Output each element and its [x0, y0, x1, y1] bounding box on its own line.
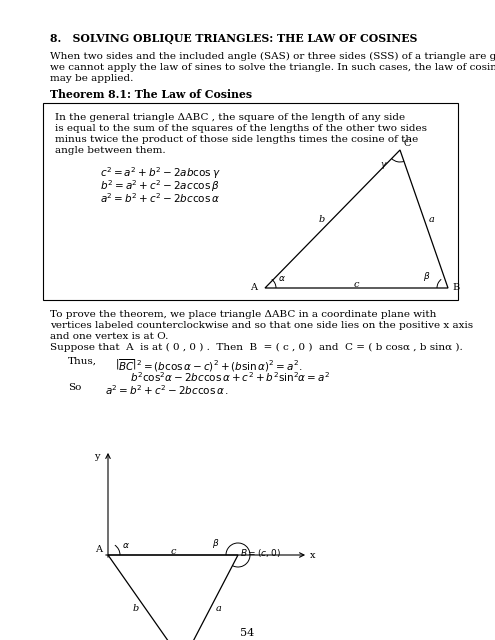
Text: When two sides and the included angle (SAS) or three sides (SSS) of a triangle a: When two sides and the included angle (S…: [50, 52, 495, 61]
Text: 54: 54: [241, 628, 254, 638]
Text: Theorem 8.1: The Law of Cosines: Theorem 8.1: The Law of Cosines: [50, 89, 252, 100]
Text: $\alpha$: $\alpha$: [122, 541, 130, 550]
Text: $\beta$: $\beta$: [212, 537, 220, 550]
Text: To prove the theorem, we place triangle ΔABC in a coordinate plane with: To prove the theorem, we place triangle …: [50, 310, 437, 319]
Text: B: B: [452, 284, 459, 292]
Text: Thus,: Thus,: [68, 357, 97, 366]
Text: $b^2 = a^2 +c^2 - 2ac\cos\beta$: $b^2 = a^2 +c^2 - 2ac\cos\beta$: [100, 178, 219, 194]
Text: A: A: [250, 284, 257, 292]
Text: C: C: [404, 139, 411, 148]
Text: $\beta$: $\beta$: [423, 270, 430, 283]
Text: y: y: [95, 452, 100, 461]
Text: Suppose that  A  is at ( 0 , 0 ) .  Then  B  = ( c , 0 )  and  C = ( b cosα , b : Suppose that A is at ( 0 , 0 ) . Then B …: [50, 343, 463, 352]
Text: 8.   SOLVING OBLIQUE TRIANGLES: THE LAW OF COSINES: 8. SOLVING OBLIQUE TRIANGLES: THE LAW OF…: [50, 33, 417, 44]
Text: $\alpha$: $\alpha$: [278, 274, 286, 283]
Text: In the general triangle ΔABC , the square of the length of any side: In the general triangle ΔABC , the squar…: [55, 113, 405, 122]
Bar: [43, 103, 458, 300]
Text: A: A: [95, 545, 102, 554]
Text: and one vertex is at O.: and one vertex is at O.: [50, 332, 168, 341]
Text: c: c: [354, 280, 359, 289]
Text: b: b: [318, 214, 325, 223]
Text: $a^2 = b^2 +c^2 - 2bc\cos\alpha$: $a^2 = b^2 +c^2 - 2bc\cos\alpha$: [100, 191, 220, 205]
Text: vertices labeled counterclockwise and so that one side lies on the positive x ax: vertices labeled counterclockwise and so…: [50, 321, 473, 330]
Text: So: So: [68, 383, 81, 392]
Text: may be applied.: may be applied.: [50, 74, 133, 83]
Text: $B = (c, 0)$: $B = (c, 0)$: [240, 547, 281, 559]
Text: minus twice the product of those side lengths times the cosine of the: minus twice the product of those side le…: [55, 135, 418, 144]
Text: a: a: [215, 604, 221, 612]
Text: $\left|\overline{BC}\right|^2 = (b\cos\alpha -c)^2 +(b\sin\alpha )^2 = a^2.$: $\left|\overline{BC}\right|^2 = (b\cos\a…: [115, 357, 302, 373]
Text: $b^2\cos^2\!\alpha -2bc\cos\alpha +c^2 +b^2\sin^2\!\alpha =a^2$: $b^2\cos^2\!\alpha -2bc\cos\alpha +c^2 +…: [130, 370, 330, 384]
Text: a: a: [429, 214, 435, 223]
Text: we cannot apply the law of sines to solve the triangle. In such cases, the law o: we cannot apply the law of sines to solv…: [50, 63, 495, 72]
Text: x: x: [310, 550, 315, 559]
Text: c: c: [170, 547, 176, 556]
Text: $a^2 = b^2 +c^2 -2bc\cos\alpha\,.$: $a^2 = b^2 +c^2 -2bc\cos\alpha\,.$: [105, 383, 229, 397]
Text: $c^2 = a^2 +b^2 - 2ab\cos\gamma$: $c^2 = a^2 +b^2 - 2ab\cos\gamma$: [100, 165, 221, 180]
Text: angle between them.: angle between them.: [55, 146, 166, 155]
Text: b: b: [133, 604, 139, 612]
Text: $\gamma$: $\gamma$: [380, 160, 388, 171]
Text: is equal to the sum of the squares of the lengths of the other two sides: is equal to the sum of the squares of th…: [55, 124, 427, 133]
